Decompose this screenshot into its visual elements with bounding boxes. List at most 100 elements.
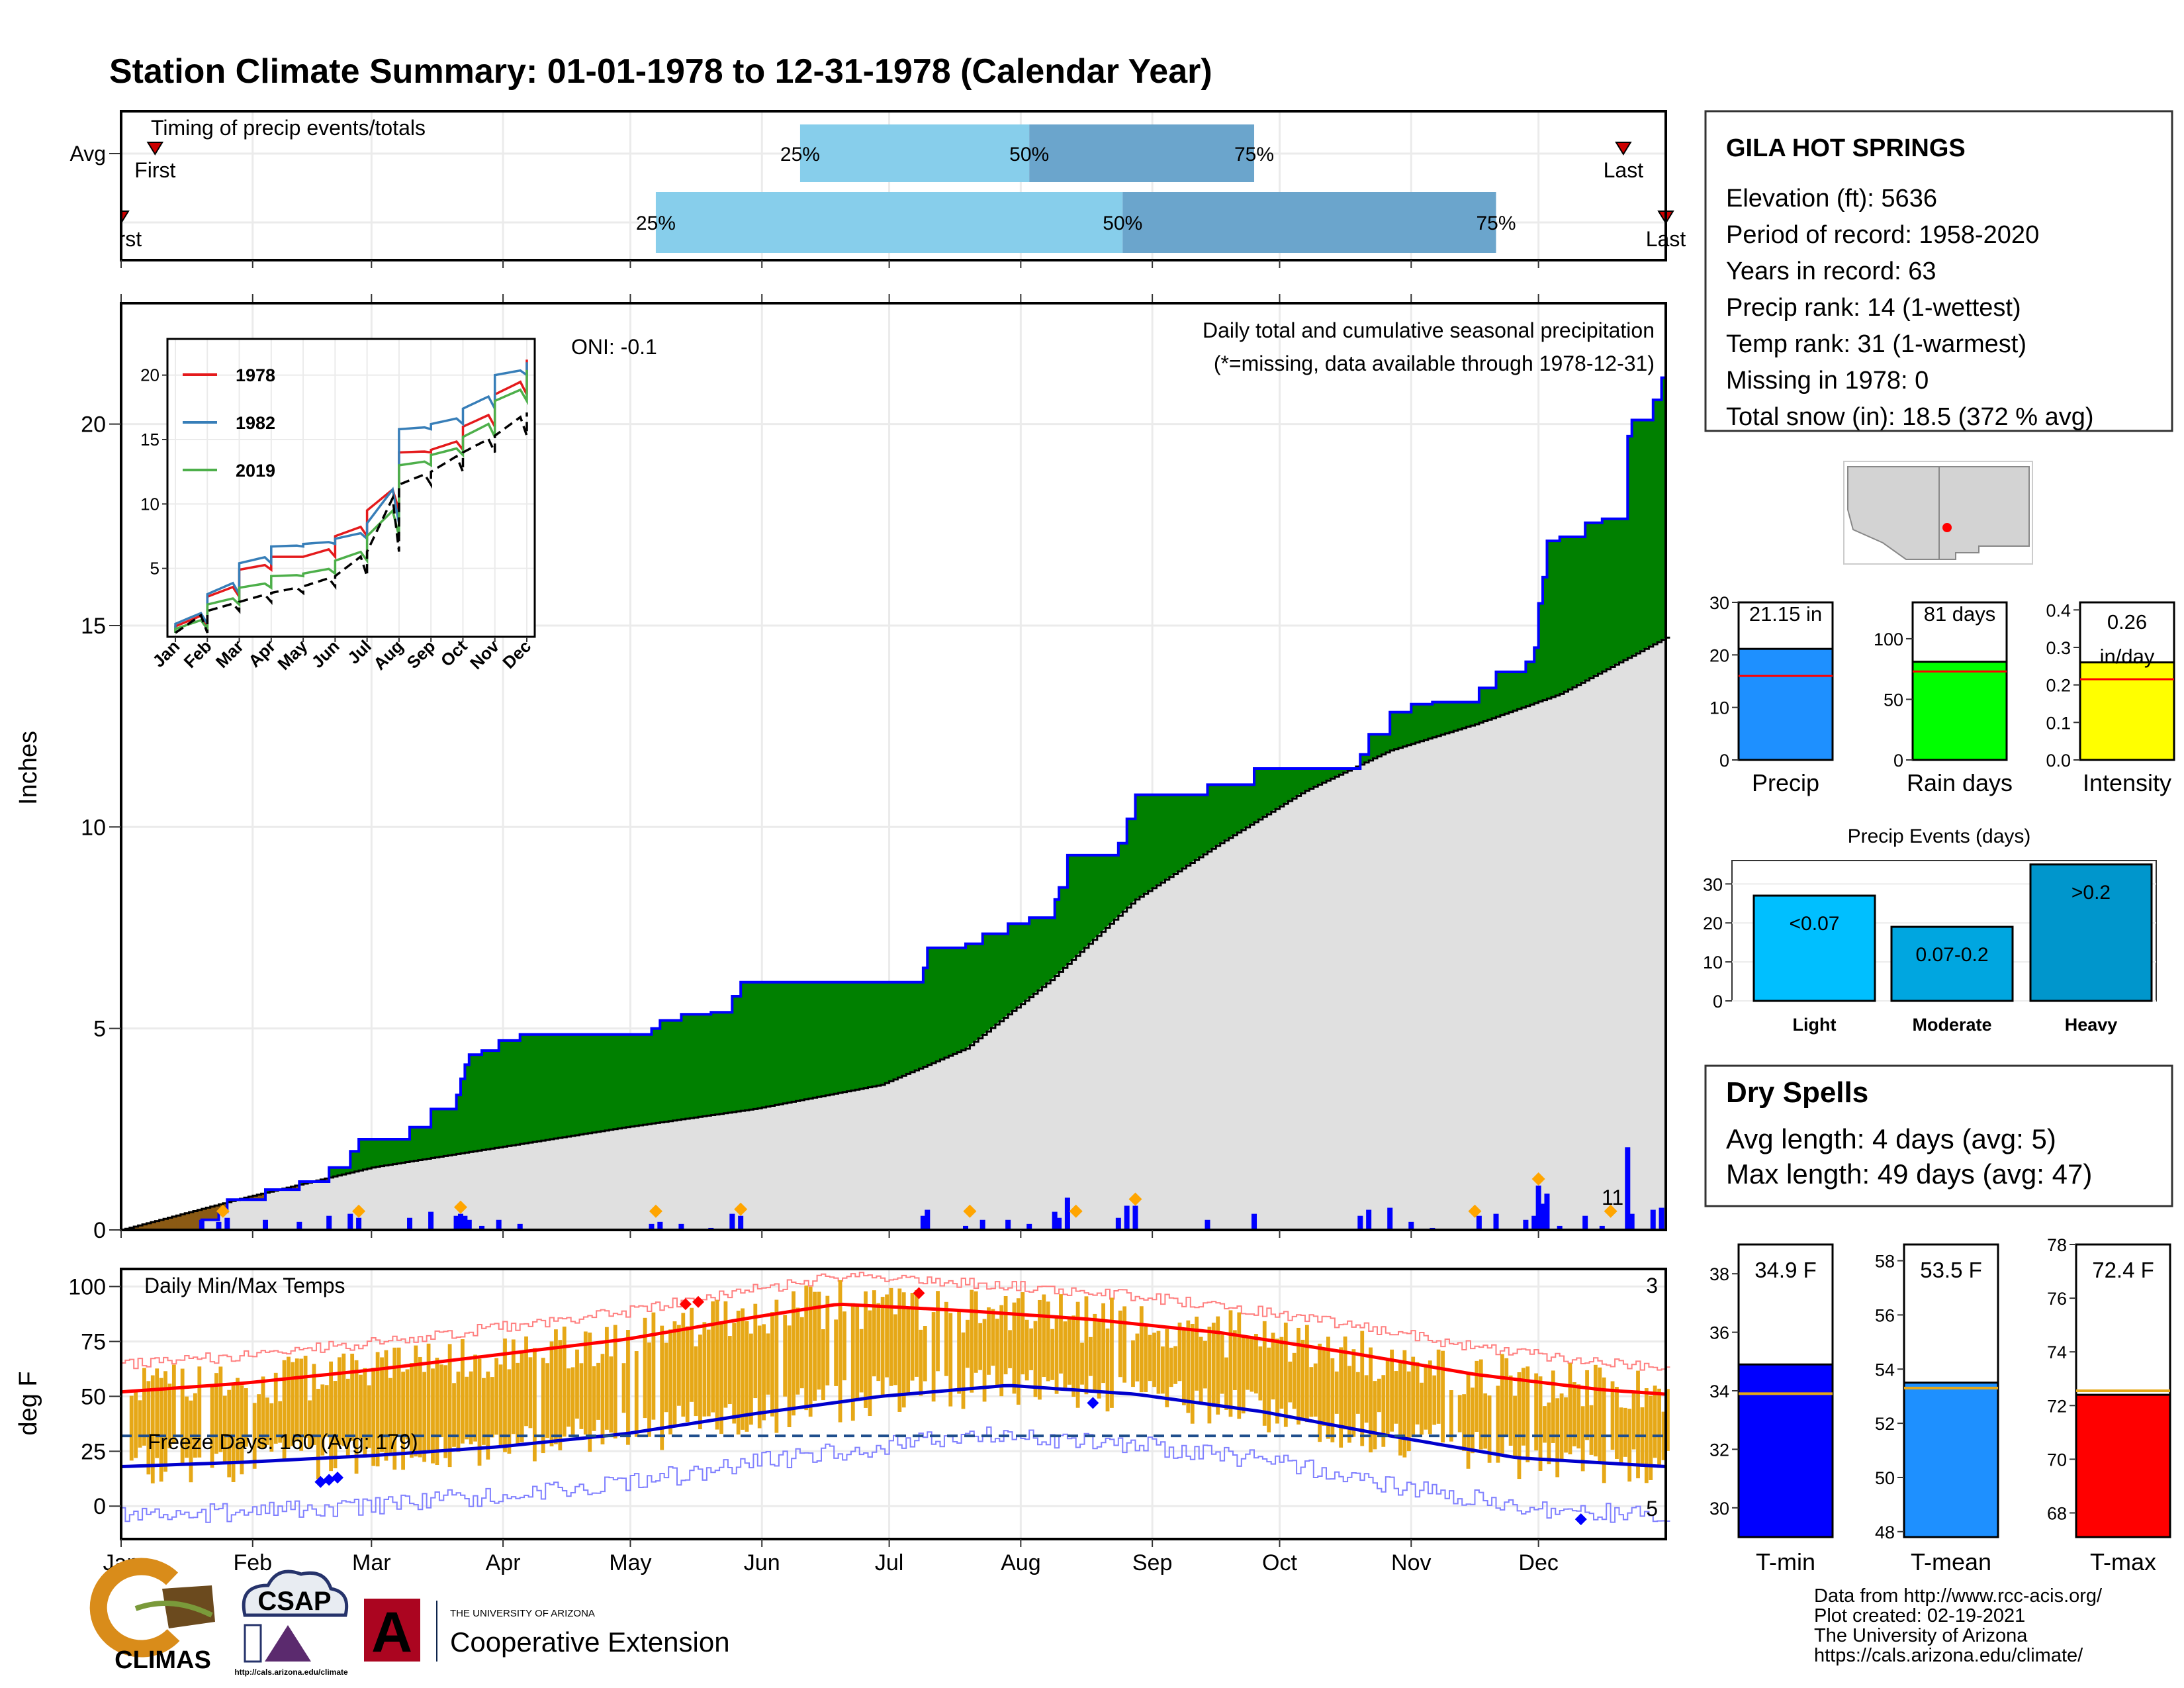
surplus-area: [1046, 917, 1051, 984]
daily-temp-bar: [1623, 1407, 1627, 1457]
surplus-area: [1024, 923, 1030, 1001]
y-tick-label: 5: [93, 1017, 106, 1042]
temp-y-tick-label: 75: [81, 1329, 106, 1354]
daily-temp-bar: [1661, 1411, 1666, 1460]
daily-temp-bar: [367, 1385, 371, 1448]
summary-bar-label: Precip: [1752, 769, 1819, 796]
surplus-area: [1021, 923, 1026, 1004]
daily-precip-bar: [216, 1221, 222, 1230]
surplus-area: [600, 1034, 606, 1131]
daily-temp-bar: [999, 1305, 1004, 1397]
surplus-area: [1173, 794, 1179, 874]
daily-temp-bar: [460, 1339, 465, 1444]
surplus-area: [367, 1139, 372, 1169]
daily-temp-bar: [1283, 1323, 1288, 1427]
daily-temp-bar: [1211, 1323, 1216, 1407]
daily-temp-bar: [906, 1309, 911, 1395]
surplus-area: [706, 1014, 711, 1116]
daily-temp-bar: [698, 1335, 702, 1430]
daily-temp-bar: [185, 1396, 189, 1458]
daily-temp-bar: [167, 1383, 172, 1448]
summary-bar-label: Intensity: [2083, 769, 2171, 796]
surplus-area: [681, 1014, 686, 1119]
surplus-area: [1097, 855, 1102, 936]
daily-temp-bar: [923, 1326, 927, 1382]
daily-temp-bar: [308, 1400, 312, 1448]
temp-summary-tick-label: 58: [1875, 1252, 1895, 1272]
daily-temp-bar: [1538, 1376, 1543, 1471]
temp-summary-bar: [2075, 1393, 2171, 1538]
daily-temp-bar: [1241, 1336, 1246, 1414]
daily-temp-bar: [558, 1340, 563, 1450]
temp-summary-tick-label: 76: [2047, 1289, 2067, 1309]
month-tick-label: Jul: [875, 1550, 903, 1575]
surplus-area: [923, 968, 928, 1067]
daily-precip-bar: [199, 1219, 205, 1230]
inset-y-tick-label: 20: [140, 365, 159, 385]
month-tick-label: Oct: [1262, 1550, 1297, 1575]
surplus-area: [1653, 400, 1658, 645]
daily-temp-bar: [1644, 1388, 1649, 1483]
surplus-area: [1241, 784, 1246, 830]
surplus-area: [664, 1020, 669, 1122]
summary-bar-value-unit: in/day: [2100, 645, 2155, 668]
footer-credit-line: Data from http://www.rcc-acis.org/: [1814, 1585, 2103, 1607]
daily-temp-bar: [554, 1329, 558, 1444]
daily-temp-bar: [1084, 1296, 1089, 1395]
daily-temp-bar: [1543, 1406, 1547, 1443]
daily-temp-bar: [570, 1367, 575, 1437]
surplus-area: [1636, 420, 1641, 654]
daily-temp-bar: [333, 1381, 338, 1469]
daily-temp-bar: [303, 1356, 308, 1438]
surplus-area: [711, 1012, 716, 1115]
daily-temp-bar: [723, 1301, 728, 1408]
surplus-area: [736, 996, 741, 1112]
daily-temp-bar: [350, 1353, 355, 1441]
surplus-area: [1105, 855, 1111, 928]
daily-temp-bar: [1568, 1363, 1572, 1454]
daily-temp-bar: [1373, 1381, 1377, 1450]
new-mexico-shape: [1938, 466, 2030, 560]
surplus-area: [1101, 855, 1107, 932]
quartile-band-lower: [655, 192, 1123, 253]
daily-temp-bar: [821, 1329, 825, 1401]
daily-temp-bar: [1580, 1406, 1585, 1472]
surplus-area: [787, 982, 792, 1103]
surplus-area: [1475, 702, 1480, 725]
record-high-line: [121, 1272, 1670, 1371]
surplus-area: [1492, 688, 1497, 718]
surplus-area: [1003, 933, 1009, 1018]
footer-credit-line: The University of Arizona: [1814, 1625, 2028, 1646]
y-tick-label: 0: [93, 1218, 106, 1243]
daily-temp-bar: [919, 1329, 923, 1396]
daily-temp-bar: [456, 1372, 461, 1452]
daily-temp-bar: [859, 1329, 864, 1393]
surplus-area: [1420, 704, 1425, 741]
dry-spells-max: Max length: 49 days (avg: 47): [1726, 1158, 2092, 1190]
event-bar: [1752, 894, 1876, 1002]
station-info-line: Total snow (in): 18.5 (372 % avg): [1726, 403, 2094, 431]
dry-spells-box: [1704, 1064, 2173, 1207]
daily-temp-bar: [872, 1290, 876, 1377]
surplus-area: [1644, 420, 1649, 649]
daily-temp-bar: [1508, 1376, 1513, 1446]
daily-temp-bar: [588, 1333, 592, 1452]
surplus-area: [757, 982, 762, 1109]
temp-summary-tick-label: 50: [1875, 1468, 1895, 1488]
daily-temp-bar: [1381, 1375, 1386, 1447]
top-event-marker: [1069, 1204, 1083, 1218]
surplus-area: [1165, 794, 1170, 880]
daily-temp-bar: [180, 1368, 185, 1465]
surplus-area: [931, 947, 936, 1063]
daily-precip-bar: [1599, 1225, 1605, 1230]
surplus-area: [944, 947, 949, 1058]
surplus-area: [643, 1034, 648, 1125]
station-info-line: Temp rank: 31 (1-warmest): [1726, 330, 2026, 358]
daily-precip-bar: [356, 1217, 362, 1230]
daily-temp-bar: [690, 1307, 694, 1402]
surplus-area: [1436, 702, 1441, 736]
daily-temp-bar: [753, 1303, 758, 1399]
csap-mountain-icon: [265, 1625, 311, 1662]
summary-bar-label: Rain days: [1907, 769, 2013, 796]
surplus-area: [1513, 671, 1518, 711]
